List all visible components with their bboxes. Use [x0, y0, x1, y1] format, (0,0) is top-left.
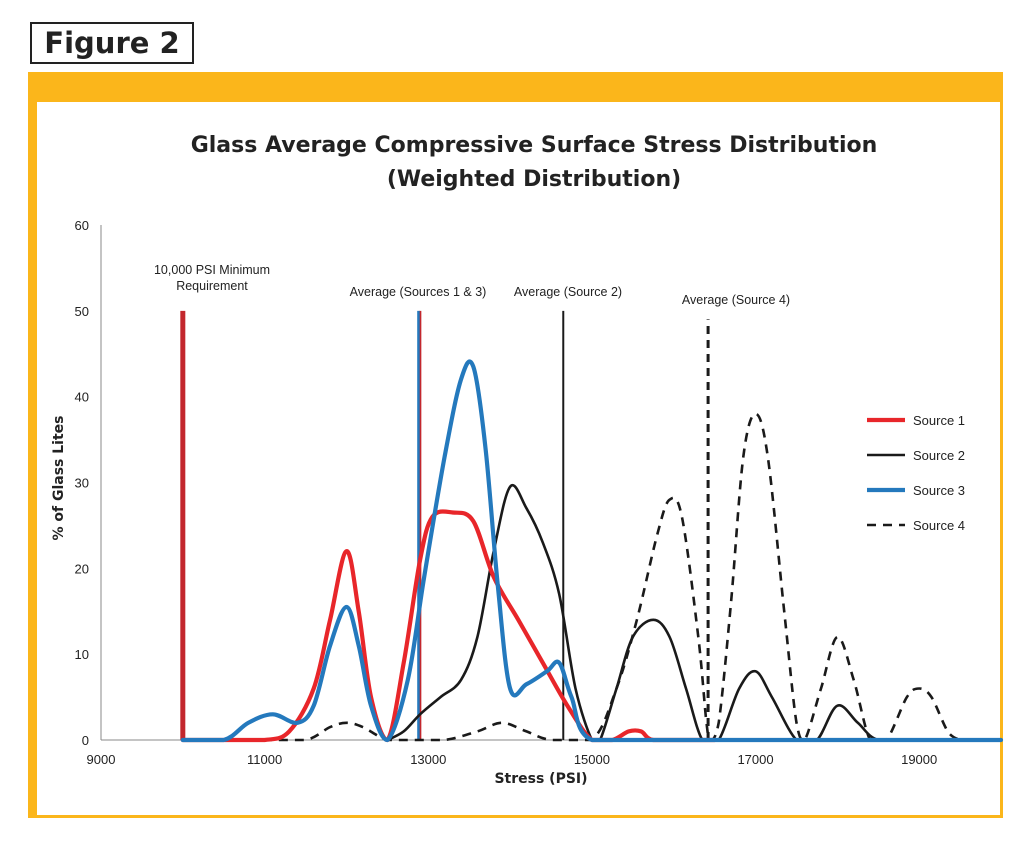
legend-label: Source 1 — [913, 413, 965, 428]
y-axis-label: % of Glass Lites — [51, 415, 67, 540]
x-tick-label: 15000 — [574, 752, 610, 767]
axes: 0 10 20 30 40 50 60 9000 11000 13000 15000 17000 190… — [75, 218, 1001, 767]
y-tick-label: 60 — [75, 218, 89, 233]
series-lines — [180, 359, 1004, 743]
x-tick-label: 13000 — [410, 752, 446, 767]
series-line-2 — [386, 483, 921, 742]
x-tick-label: 9000 — [87, 752, 116, 767]
reference-line-label: Average (Sources 1 & 3) — [350, 285, 487, 299]
y-tick-label: 0 — [82, 733, 89, 748]
y-tick-label: 10 — [75, 647, 89, 662]
x-axis-label: Stress (PSI) — [494, 771, 587, 787]
y-tick-label: 50 — [75, 304, 89, 319]
legend: Source 1 Source 2 Source 3 Source 4 — [867, 413, 965, 533]
panel-header-bar — [28, 72, 1003, 102]
y-tick-label: 30 — [75, 476, 89, 491]
chart-title: Glass Average Compressive Surface Stress… — [191, 133, 878, 158]
legend-label: Source 3 — [913, 483, 965, 498]
y-tick-label: 20 — [75, 561, 89, 576]
panel-left-bar — [28, 72, 37, 818]
chart-subtitle: (Weighted Distribution) — [387, 167, 681, 192]
reference-lines: 10,000 PSI Minimum Requirement Average (So… — [154, 263, 790, 740]
legend-label: Source 4 — [913, 518, 965, 533]
series-line-3 — [180, 359, 1004, 743]
reference-line-label: 10,000 PSI Minimum — [154, 263, 270, 277]
reference-line-label: Requirement — [176, 279, 248, 293]
x-tick-label: 19000 — [901, 752, 937, 767]
x-tick-label: 11000 — [247, 752, 282, 767]
x-tick-label: 17000 — [737, 752, 773, 767]
legend-label: Source 2 — [913, 448, 965, 463]
series-line-4 — [182, 412, 961, 742]
y-tick-label: 40 — [75, 390, 89, 405]
reference-line-label: Average (Source 2) — [514, 285, 622, 299]
figure-label: Figure 2 — [30, 22, 194, 64]
reference-line-label: Average (Source 4) — [682, 293, 790, 307]
